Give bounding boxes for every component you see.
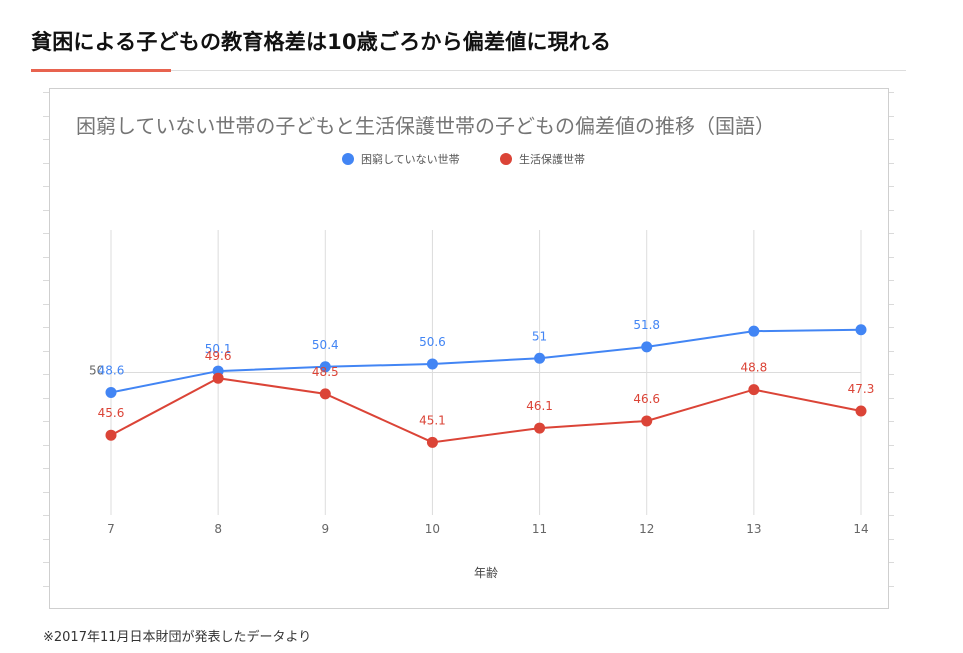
frame-tick: [43, 303, 49, 305]
frame-tick: [888, 538, 894, 540]
frame-tick: [43, 515, 49, 516]
source-footnote: ※2017年11月日本財団が発表したデータより: [43, 630, 312, 645]
data-label: 46.1: [526, 399, 553, 413]
series-line: [110, 328, 862, 394]
frame-tick: [888, 421, 894, 422]
x-tick-label: 8: [214, 522, 222, 536]
data-label: 45.1: [419, 413, 446, 427]
frame-tick: [43, 115, 49, 117]
article-headline: 貧困による子どもの教育格差は10歳ごろから偏差値に現れる: [31, 30, 612, 54]
series-line: [110, 377, 862, 444]
frame-tick: [888, 562, 894, 563]
data-point: [319, 361, 331, 373]
data-label: 47.3: [848, 382, 875, 396]
data-point: [534, 422, 546, 434]
x-tick-label: 9: [321, 522, 329, 536]
frame-tick: [888, 491, 894, 493]
frame-tick: [43, 162, 49, 164]
data-point: [534, 352, 546, 364]
data-point: [641, 341, 653, 353]
frame-tick: [888, 444, 894, 446]
chart-frame: [49, 88, 889, 609]
data-point: [105, 429, 117, 441]
data-label: 45.6: [98, 406, 125, 420]
data-point: [105, 386, 117, 398]
data-label: 50.6: [419, 335, 446, 349]
frame-tick: [43, 468, 49, 469]
data-point: [748, 325, 760, 337]
frame-tick: [888, 280, 894, 281]
frame-tick: [43, 209, 49, 211]
frame-tick: [43, 491, 49, 493]
legend-label: 生活保護世帯: [519, 152, 585, 166]
frame-tick: [888, 139, 894, 140]
frame-tick: [888, 92, 894, 93]
frame-tick: [43, 444, 49, 446]
data-point: [641, 415, 653, 427]
chart-title: 困窮していない世帯の子どもと生活保護世帯の子どもの偏差値の推移（国語）: [76, 114, 775, 138]
x-tick-label: 10: [425, 522, 440, 536]
frame-tick: [888, 233, 894, 234]
frame-tick: [888, 303, 894, 305]
data-label: 50.1: [205, 342, 232, 356]
data-label: 51: [532, 329, 547, 343]
frame-tick: [43, 92, 49, 93]
x-axis-label: 年齢: [474, 565, 498, 580]
frame-tick: [888, 256, 894, 258]
frame-tick: [888, 515, 894, 516]
frame-tick: [888, 350, 894, 352]
data-point: [212, 372, 224, 384]
data-label: 50.4: [312, 338, 339, 352]
left-tick-strip: [43, 88, 49, 607]
frame-tick: [888, 327, 894, 328]
x-tick-label: 14: [853, 522, 868, 536]
data-point: [426, 436, 438, 448]
frame-tick: [888, 209, 894, 211]
frame-tick: [43, 421, 49, 422]
frame-tick: [43, 562, 49, 563]
frame-tick: [888, 115, 894, 117]
data-point: [855, 324, 867, 336]
frame-tick: [43, 186, 49, 187]
data-point: [319, 388, 331, 400]
frame-tick: [43, 585, 49, 587]
data-label: 48.6: [98, 363, 125, 377]
data-label: 51.8: [633, 318, 660, 332]
frame-tick: [888, 468, 894, 469]
frame-tick: [43, 280, 49, 281]
frame-tick: [888, 186, 894, 187]
frame-tick: [888, 397, 894, 399]
headline-accent-bar: [31, 69, 171, 72]
data-label: 49.6: [205, 349, 232, 363]
frame-tick: [43, 397, 49, 399]
legend-label: 困窮していない世帯: [361, 152, 460, 166]
frame-tick: [888, 162, 894, 164]
legend-marker: [342, 153, 354, 165]
frame-tick: [888, 374, 894, 375]
frame-tick: [43, 327, 49, 328]
frame-tick: [43, 538, 49, 540]
right-tick-strip: [888, 88, 894, 607]
frame-tick: [43, 374, 49, 375]
frame-tick: [43, 139, 49, 140]
data-label: 48.5: [312, 365, 339, 379]
x-tick-label: 13: [746, 522, 761, 536]
data-point: [855, 405, 867, 417]
frame-tick: [888, 585, 894, 587]
data-label: 48.8: [740, 361, 767, 375]
y-tick-label: 50: [89, 364, 104, 378]
data-point: [748, 384, 760, 396]
data-point: [426, 358, 438, 370]
x-tick-label: 11: [532, 522, 547, 536]
frame-tick: [43, 350, 49, 352]
data-label: 46.6: [633, 392, 660, 406]
x-tick-label: 7: [107, 522, 115, 536]
headline-divider: [31, 70, 906, 71]
x-tick-label: 12: [639, 522, 654, 536]
frame-tick: [43, 256, 49, 258]
legend-marker: [500, 153, 512, 165]
frame-tick: [43, 233, 49, 234]
